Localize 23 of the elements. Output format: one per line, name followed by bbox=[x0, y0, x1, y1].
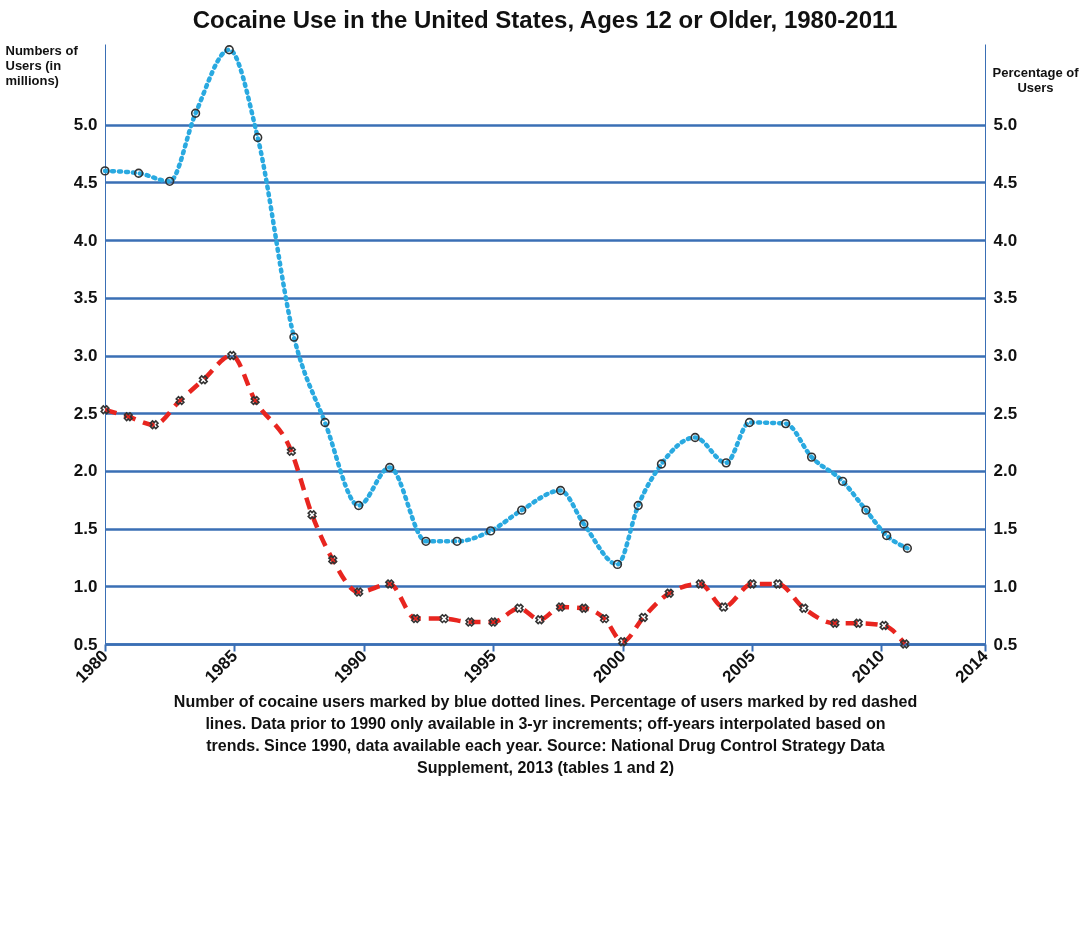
y-tick-label: 2.5 bbox=[73, 403, 98, 423]
y2-tick-label: 3.5 bbox=[993, 288, 1018, 308]
y2-tick-label: 2.5 bbox=[993, 403, 1018, 423]
y2-axis-title: Percentage of Users bbox=[992, 64, 1080, 95]
text: Number of cocaine users marked by blue dotted lines. Percentage of users marked by red dashed lines. Data prior to 1990 only available in 3-yr increments; off-years interpolated based on trends. Since 1990, data available each year. Source: National Drug Control Strategy Data Supplement, 2013 (tables 1 and 2) bbox=[173, 692, 918, 776]
y-axis-title: Numbers of Users (in millions) bbox=[5, 42, 79, 88]
y2-tick-label: 4.5 bbox=[993, 172, 1018, 192]
y-tick-label: 1.0 bbox=[73, 576, 98, 596]
y2-tick-label: 2.0 bbox=[993, 461, 1018, 481]
y2-tick-label: 0.5 bbox=[993, 634, 1018, 654]
y-tick-label: 1.5 bbox=[73, 519, 98, 539]
y2-tick-label: 3.0 bbox=[993, 346, 1018, 366]
y2-tick-label: 1.5 bbox=[993, 519, 1018, 539]
y2-tick-label: 5.0 bbox=[993, 115, 1018, 135]
chart-title: Cocaine Use in the United States, Ages 12 or Older, 1980-2011 bbox=[192, 5, 898, 33]
y-tick-label: 2.0 bbox=[73, 461, 98, 481]
y-tick-label: 3.5 bbox=[73, 288, 98, 308]
y-tick-label: 5.0 bbox=[73, 115, 98, 135]
y2-tick-label: 1.0 bbox=[993, 576, 1018, 596]
y2-tick-label: 4.0 bbox=[993, 230, 1018, 250]
y-tick-label: 3.0 bbox=[73, 346, 98, 366]
y-tick-label: 4.5 bbox=[73, 172, 98, 192]
y-tick-label: 4.0 bbox=[73, 230, 98, 250]
